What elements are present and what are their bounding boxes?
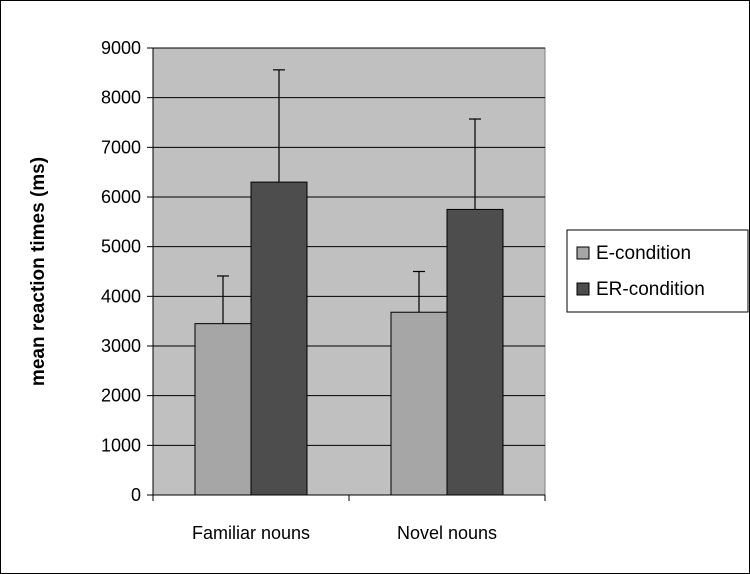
y-tick-label: 7000: [101, 137, 141, 157]
y-tick-label: 5000: [101, 237, 141, 257]
bar-e-condition: [194, 323, 252, 496]
bar-er-condition: [446, 208, 504, 496]
x-tick-label: Familiar nouns: [192, 523, 310, 543]
y-axis-title: mean reaction times (ms): [28, 157, 49, 386]
y-tick-label: 6000: [101, 187, 141, 207]
legend-swatch: [576, 246, 590, 260]
error-bars: [217, 69, 481, 324]
y-tick-label: 8000: [101, 88, 141, 108]
legend-swatch: [576, 282, 590, 296]
legend-label: ER-condition: [596, 279, 705, 300]
bar-er-condition: [250, 181, 308, 496]
bars: [194, 181, 504, 496]
y-tick-label: 9000: [101, 38, 141, 58]
bar-e-condition: [390, 311, 448, 496]
legend: E-condition ER-condition: [566, 229, 749, 313]
y-tick-label: 1000: [101, 435, 141, 455]
y-tick-label: 2000: [101, 386, 141, 406]
x-axis: Familiar nouns Novel nouns: [152, 494, 546, 543]
y-tick-label: 0: [131, 485, 141, 505]
legend-box: [566, 229, 749, 313]
y-axis: 0 1000 2000 3000 4000 5000 6000 7000 8000 9000: [101, 38, 154, 505]
legend-label: E-condition: [596, 243, 691, 264]
y-tick-label: 4000: [101, 286, 141, 306]
y-tick-label: 3000: [101, 336, 141, 356]
x-tick-label: Novel nouns: [397, 523, 497, 543]
